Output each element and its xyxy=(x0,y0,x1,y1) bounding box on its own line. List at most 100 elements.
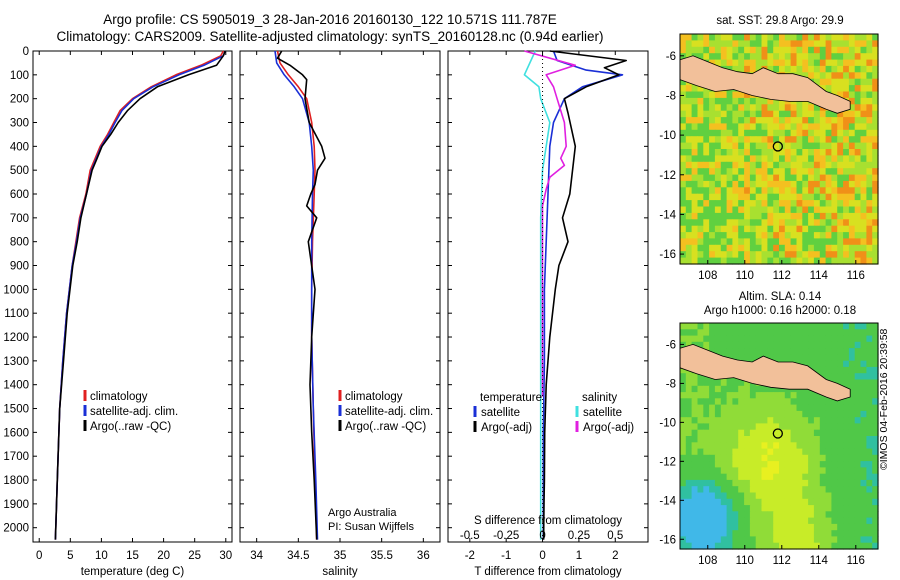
x-axis-label: temperature (deg C) xyxy=(81,566,185,578)
sla-grid-cell xyxy=(825,366,832,374)
sla-grid-cell xyxy=(872,417,879,425)
sla-grid-cell xyxy=(837,329,844,337)
sla-grid-cell xyxy=(848,385,856,393)
sla-grid-cell xyxy=(813,404,821,412)
sst-grid-cell xyxy=(738,212,745,220)
sst-grid-cell xyxy=(808,129,815,137)
sst-grid-cell xyxy=(761,219,768,227)
legend-label: climatology xyxy=(90,391,148,403)
sst-grid-cell xyxy=(680,110,687,118)
sst-grid-cell xyxy=(866,97,873,105)
sst-grid-cell xyxy=(854,238,862,246)
sla-grid-cell xyxy=(714,542,722,550)
sst-grid-cell xyxy=(790,46,797,54)
sst-grid-cell xyxy=(767,104,774,112)
sla-grid-cell xyxy=(796,329,803,337)
sla-grid-cell xyxy=(703,542,710,550)
sst-grid-cell xyxy=(808,53,815,61)
sla-grid-cell xyxy=(784,392,792,399)
sst-grid-cell xyxy=(854,257,862,265)
sla-grid-cell xyxy=(738,436,745,443)
sla-grid-cell xyxy=(738,423,745,431)
sst-grid-cell xyxy=(831,65,838,73)
sst-grid-cell xyxy=(872,174,879,182)
sla-grid-cell xyxy=(726,404,733,412)
sst-grid-cell xyxy=(843,180,850,188)
sla-grid-cell xyxy=(738,498,745,506)
sst-grid-cell xyxy=(837,91,844,99)
sst-grid-cell xyxy=(866,85,873,93)
sst-grid-cell xyxy=(796,59,803,67)
sla-grid-cell xyxy=(860,498,867,506)
sla-grid-cell xyxy=(773,385,780,393)
sst-grid-cell xyxy=(831,244,838,252)
sla-grid-cell xyxy=(866,323,873,330)
sst-grid-cell xyxy=(749,200,757,208)
sla-grid-cell xyxy=(744,417,751,425)
sst-grid-cell xyxy=(709,142,716,150)
map-x-tick-label: 110 xyxy=(736,555,754,567)
sla-grid-cell xyxy=(720,473,728,481)
sla-grid-cell xyxy=(697,436,704,443)
sst-grid-cell xyxy=(703,244,710,252)
sla-grid-cell xyxy=(767,498,774,506)
sst-grid-cell xyxy=(854,212,862,220)
sla-grid-cell xyxy=(796,398,803,406)
sst-grid-cell xyxy=(714,200,722,208)
sst-grid-cell xyxy=(744,225,751,233)
sst-grid-cell xyxy=(680,206,687,214)
sst-grid-cell xyxy=(714,91,722,99)
sla-grid-cell xyxy=(691,410,698,418)
sla-grid-cell xyxy=(714,473,722,481)
sla-grid-cell xyxy=(831,410,838,418)
sla-grid-cell xyxy=(784,417,792,425)
sla-grid-cell xyxy=(744,486,751,494)
sst-grid-cell xyxy=(819,65,827,73)
sla-grid-cell xyxy=(831,341,838,349)
sst-grid-cell xyxy=(685,91,693,99)
sla-grid-cell xyxy=(779,423,786,431)
sla-grid-cell xyxy=(825,542,832,550)
sla-grid-cell xyxy=(738,392,745,399)
sst-grid-cell xyxy=(744,238,751,246)
sst-grid-cell xyxy=(848,225,856,233)
sst-grid-cell xyxy=(819,193,827,201)
sst-grid-cell xyxy=(779,212,786,220)
sst-grid-cell xyxy=(866,251,873,259)
sst-grid-cell xyxy=(808,123,815,131)
sla-grid-cell xyxy=(854,536,862,544)
legend-label: Argo(-adj) xyxy=(583,422,634,434)
sla-grid-cell xyxy=(732,505,739,512)
sla-grid-cell xyxy=(802,542,809,550)
sst-grid-cell xyxy=(813,244,821,252)
sla-grid-cell xyxy=(866,417,873,425)
sst-grid-cell xyxy=(744,59,751,67)
sla-grid-cell xyxy=(860,442,867,450)
sla-grid-cell xyxy=(784,335,792,343)
sst-grid-cell xyxy=(773,193,780,201)
sst-grid-cell xyxy=(872,193,879,201)
sst-grid-cell xyxy=(796,40,803,48)
sst-grid-cell xyxy=(825,251,832,259)
sst-grid-cell xyxy=(709,59,716,67)
sla-grid-cell xyxy=(761,341,768,349)
sst-grid-cell xyxy=(680,161,687,169)
sla-grid-cell xyxy=(860,436,867,443)
sst-grid-cell xyxy=(802,206,809,214)
sla-grid-cell xyxy=(854,348,862,355)
sst-grid-cell xyxy=(732,34,739,41)
sla-grid-cell xyxy=(854,385,862,393)
sla-grid-cell xyxy=(843,523,850,531)
sst-grid-cell xyxy=(796,168,803,176)
sst-grid-cell xyxy=(714,59,722,67)
map-y-tick-label: -16 xyxy=(659,534,676,546)
sla-grid-cell xyxy=(703,404,710,412)
sla-grid-cell xyxy=(848,486,856,494)
sst-grid-cell xyxy=(825,174,832,182)
sla-grid-cell xyxy=(784,492,792,500)
sst-grid-cell xyxy=(685,168,693,176)
sst-grid-cell xyxy=(709,206,716,214)
sla-grid-cell xyxy=(813,398,821,406)
sst-grid-cell xyxy=(796,200,803,208)
sst-grid-cell xyxy=(744,91,751,99)
